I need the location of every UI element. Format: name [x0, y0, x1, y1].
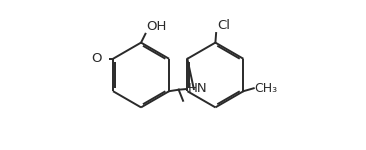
Text: CH₃: CH₃	[254, 82, 277, 95]
Text: OH: OH	[146, 20, 167, 33]
Text: HN: HN	[188, 82, 208, 95]
Text: Cl: Cl	[217, 19, 230, 32]
Text: O: O	[92, 52, 102, 65]
